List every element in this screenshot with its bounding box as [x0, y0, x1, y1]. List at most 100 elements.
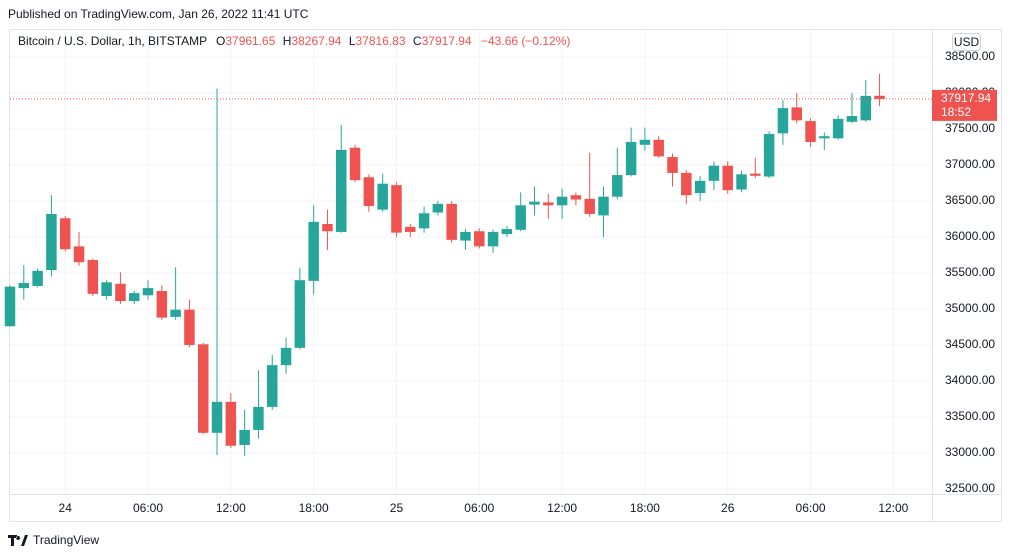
- candle-body: [322, 224, 333, 232]
- grid: 32500.00 33000.00 33500.00 34000.00 34500.00…: [10, 30, 995, 515]
- x-tick-label: 06:00: [796, 501, 826, 515]
- candle-body: [405, 226, 416, 232]
- y-tick-label: 33000.00: [945, 445, 995, 459]
- y-tick-label: 35000.00: [945, 301, 995, 315]
- ohlc-label: H: [283, 34, 292, 48]
- candle-body: [681, 172, 692, 196]
- countdown: 18:52: [941, 105, 971, 119]
- candle-body: [349, 147, 361, 181]
- candle-body: [18, 283, 30, 289]
- candle-body: [336, 149, 347, 232]
- currency[interactable]: USD: [954, 35, 980, 49]
- candle-body: [156, 290, 168, 318]
- candle-body: [874, 95, 885, 99]
- candle-body: [598, 196, 609, 216]
- candle-body: [570, 195, 582, 200]
- symbol: Bitcoin / U.S. Dollar, 1h, BITSTAMP: [18, 34, 207, 48]
- y-tick-label: 34000.00: [945, 373, 995, 387]
- candle-body: [446, 203, 457, 240]
- ohlc-value: 37961.65: [225, 34, 275, 48]
- candles: [4, 73, 885, 456]
- ohlc-value: 37917.94: [422, 34, 472, 48]
- x-tick-label: 18:00: [630, 501, 660, 515]
- candle-body: [253, 406, 264, 430]
- candle-body: [708, 165, 720, 181]
- candle-body: [750, 173, 761, 176]
- candle-body: [584, 198, 595, 214]
- candle-body: [501, 229, 513, 235]
- y-tick-label: 36500.00: [945, 193, 995, 207]
- candle-body: [722, 165, 733, 191]
- chart-frame: [9, 29, 1002, 522]
- x-tick-label: 25: [390, 501, 404, 515]
- ohlc-label: O: [216, 34, 225, 48]
- y-tick-label: 32500.00: [945, 481, 995, 495]
- change: −43.66 (−0.12%): [481, 34, 570, 48]
- candle-body: [211, 401, 223, 433]
- candle-body: [59, 218, 71, 250]
- candle-body: [32, 270, 43, 286]
- candle-body: [184, 309, 195, 345]
- candle-body: [736, 174, 747, 190]
- candle-body: [777, 108, 789, 134]
- published-note: Published on TradingView.com, Jan 26, 20…: [8, 7, 309, 21]
- y-tick-label: 38500.00: [945, 49, 995, 63]
- candle-body: [46, 213, 57, 271]
- candle-body: [805, 121, 816, 142]
- candle-body: [474, 231, 485, 247]
- candle-body: [819, 136, 830, 139]
- candle-body: [170, 309, 181, 317]
- candle-body: [612, 175, 623, 197]
- ohlc-header: O37961.65 H38267.94 L37816.83 C37917.94 …: [216, 34, 570, 48]
- ohlc-value: 37816.83: [356, 34, 406, 48]
- last-price-label: 37917.94: [941, 91, 991, 105]
- candle-body: [543, 202, 554, 206]
- candle-body: [515, 205, 526, 230]
- candle-body: [846, 116, 858, 122]
- candle-body: [267, 365, 278, 407]
- candle-body: [763, 134, 775, 177]
- currency-button[interactable]: [952, 33, 981, 51]
- candle-body: [460, 231, 471, 241]
- y-tick-label: 36000.00: [945, 229, 995, 243]
- last-price-tag: [932, 89, 997, 121]
- candle-body: [432, 203, 444, 213]
- candle-body: [391, 185, 402, 233]
- candle-body: [225, 401, 237, 446]
- y-tick-label: 33500.00: [945, 409, 995, 423]
- x-tick-label: 12:00: [547, 501, 577, 515]
- candle-body: [556, 196, 568, 206]
- candle-body: [418, 213, 430, 229]
- x-tick-label: 12:00: [878, 501, 908, 515]
- candle-body: [73, 246, 85, 263]
- y-tick-label: 34500.00: [945, 337, 995, 351]
- y-tick-label: 37500.00: [945, 121, 995, 135]
- ohlc-label: L: [349, 34, 356, 48]
- candle-body: [280, 347, 292, 366]
- candle-body: [87, 260, 99, 294]
- x-tick-label: 18:00: [299, 501, 329, 515]
- candle-body: [142, 288, 154, 296]
- brand: TradingView: [33, 533, 99, 547]
- candle-body: [529, 201, 540, 205]
- candle-body: [653, 139, 664, 157]
- candle-body: [4, 286, 16, 327]
- x-tick-label: 12:00: [216, 501, 246, 515]
- ohlc-value: 38267.94: [291, 34, 341, 48]
- candle-body: [101, 282, 112, 297]
- x-tick-label: 24: [59, 501, 73, 515]
- candle-body: [308, 221, 319, 281]
- candle-body: [128, 293, 140, 302]
- candle-body: [639, 139, 651, 145]
- x-tick-label: 26: [721, 501, 735, 515]
- candle-body: [791, 107, 802, 121]
- candle-body: [487, 231, 499, 247]
- brand-logo: TradingView: [8, 533, 99, 547]
- candle-body: [115, 283, 126, 302]
- candle-body: [667, 157, 678, 173]
- y-tick-label: 35500.00: [945, 265, 995, 279]
- candle-body: [860, 95, 871, 121]
